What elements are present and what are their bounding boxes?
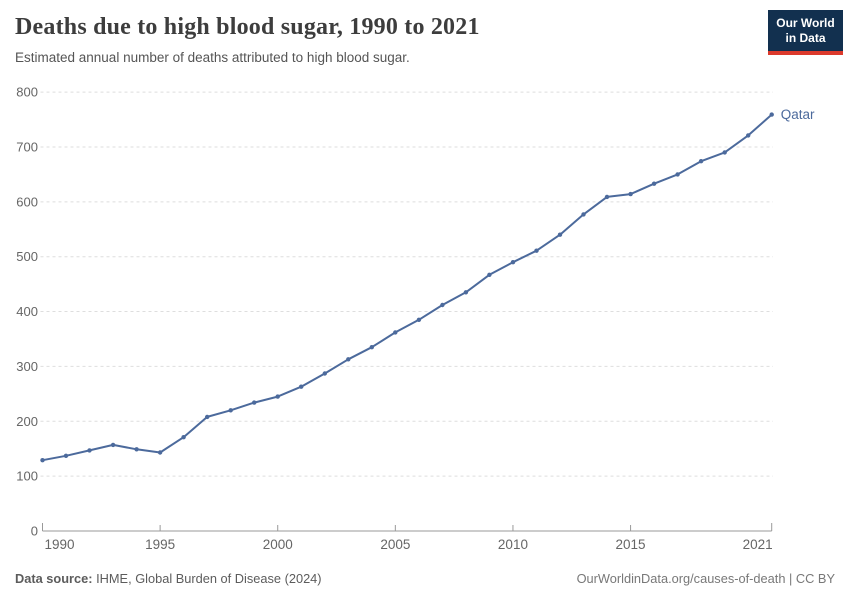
data-source: Data source: IHME, Global Burden of Dise…: [15, 571, 322, 586]
data-point[interactable]: [346, 357, 351, 362]
data-point[interactable]: [275, 394, 280, 399]
chart-header: Deaths due to high blood sugar, 1990 to …: [15, 14, 755, 65]
y-tick-label: 0: [31, 524, 38, 539]
chart-title: Deaths due to high blood sugar, 1990 to …: [15, 14, 480, 40]
data-point[interactable]: [322, 371, 327, 376]
credit-link[interactable]: OurWorldinData.org/causes-of-death: [576, 571, 786, 586]
data-point[interactable]: [534, 248, 539, 253]
data-point[interactable]: [181, 435, 186, 440]
chart-area: 0 100 200 300 400 500 600 700 800 1990 1995 2000 200…: [0, 0, 850, 560]
data-point[interactable]: [205, 414, 210, 420]
series-label[interactable]: Qatar: [781, 107, 815, 122]
y-tick-label: 500: [16, 249, 38, 264]
data-point[interactable]: [604, 194, 610, 200]
x-tick-label: 2021: [743, 537, 773, 552]
y-tick-label: 400: [16, 304, 38, 319]
data-point[interactable]: [698, 159, 704, 164]
data-point[interactable]: [63, 453, 69, 458]
owid-logo-text: Our World in Data: [768, 10, 843, 51]
credit-line: OurWorldinData.org/causes-of-death | CC …: [577, 571, 835, 586]
x-tick-label: 2010: [498, 537, 528, 552]
data-source-label: Data source:: [15, 571, 93, 586]
data-point[interactable]: [134, 447, 139, 452]
x-tick-label: 2015: [616, 537, 646, 552]
data-point[interactable]: [510, 260, 516, 265]
data-point[interactable]: [228, 408, 233, 413]
data-point[interactable]: [87, 448, 92, 453]
x-tick-label: 2000: [263, 537, 293, 552]
data-line[interactable]: [42, 113, 773, 462]
data-point[interactable]: [252, 400, 257, 405]
data-point[interactable]: [651, 181, 657, 186]
y-tick-label: 600: [16, 194, 38, 209]
data-point[interactable]: [628, 191, 633, 197]
data-point[interactable]: [722, 150, 727, 155]
data-point[interactable]: [581, 212, 586, 217]
data-point[interactable]: [369, 345, 374, 350]
line-chart-canvas[interactable]: 0 100 200 300 400 500 600 700 800 1990 1995 2000 200…: [0, 0, 850, 560]
x-tick-label: 1990: [45, 537, 75, 552]
y-tick-label: 200: [16, 414, 38, 429]
data-point[interactable]: [110, 442, 116, 448]
data-point[interactable]: [557, 232, 563, 237]
data-point[interactable]: [487, 272, 492, 277]
chart-footer: Data source: IHME, Global Burden of Dise…: [15, 571, 835, 586]
data-point[interactable]: [416, 317, 422, 322]
x-tick-label: 1995: [145, 537, 175, 552]
data-source-text: IHME, Global Burden of Disease (2024): [92, 571, 322, 586]
data-point[interactable]: [746, 133, 751, 138]
x-tick-label: 2005: [380, 537, 410, 552]
y-tick-label: 100: [16, 469, 38, 484]
data-point[interactable]: [440, 302, 445, 308]
chart-subtitle: Estimated annual number of deaths attrib…: [15, 50, 410, 65]
credit-suffix: | CC BY: [785, 571, 835, 586]
y-tick-label: 300: [16, 359, 38, 374]
data-point[interactable]: [157, 450, 163, 455]
data-point[interactable]: [769, 112, 774, 117]
owid-logo-redbar: [768, 51, 843, 55]
y-tick-label: 800: [16, 85, 38, 100]
data-point[interactable]: [393, 330, 398, 335]
data-point[interactable]: [675, 172, 680, 177]
owid-logo[interactable]: Our World in Data: [768, 10, 843, 55]
y-tick-label: 700: [16, 139, 38, 154]
data-point[interactable]: [463, 290, 469, 295]
data-point[interactable]: [299, 384, 304, 389]
data-point[interactable]: [40, 458, 45, 463]
